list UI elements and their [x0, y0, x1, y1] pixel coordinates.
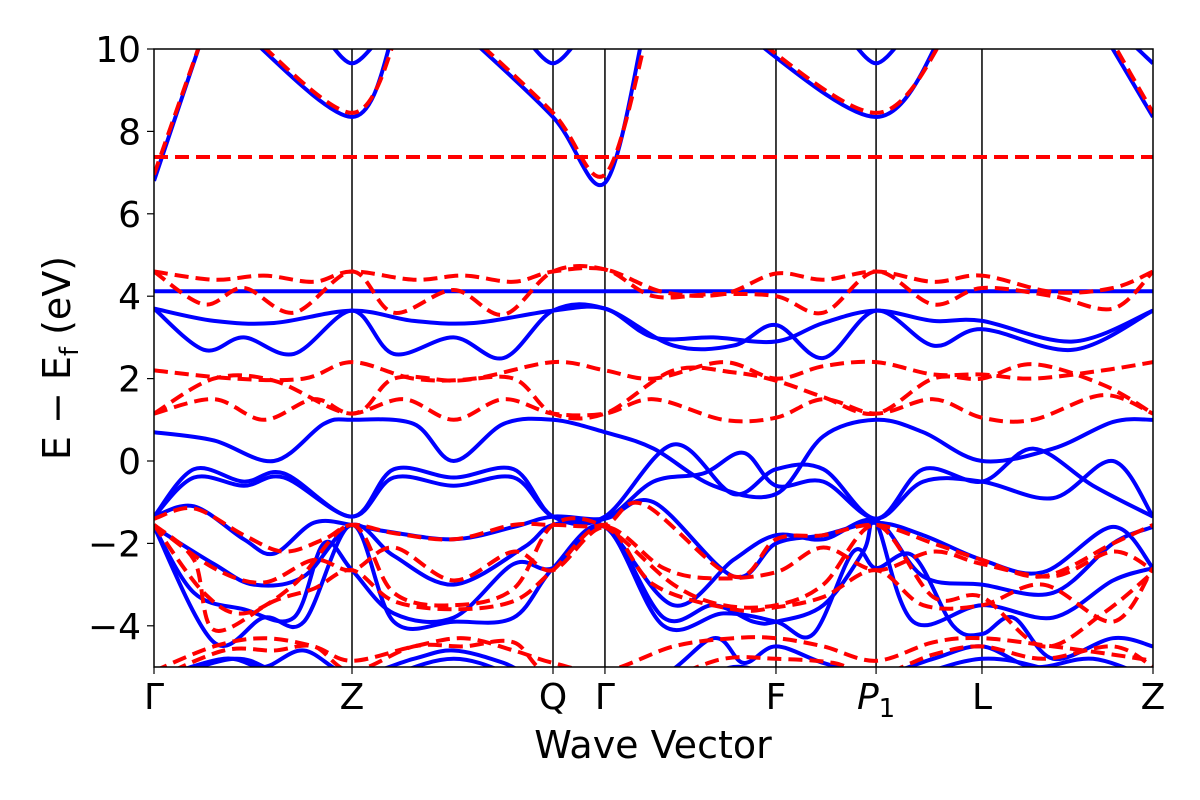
- x-tick-label: Z: [1141, 677, 1166, 718]
- band-line: [154, 302, 1153, 361]
- plot-frame: [153, 48, 1154, 668]
- x-axis-title: Wave Vector: [534, 723, 772, 767]
- x-tick-label-main: P: [857, 677, 879, 718]
- x-tick-label: Z: [340, 677, 365, 718]
- band-line: [154, 522, 1153, 662]
- y-tick-label: −4: [88, 607, 141, 648]
- y-tick-label: 4: [118, 277, 141, 318]
- band-line: [259, 49, 391, 119]
- band-line: [154, 362, 1153, 421]
- y-axis-title: E − Ef (eV): [35, 256, 85, 460]
- x-tick-label: F: [766, 677, 787, 718]
- band-line: [154, 265, 1153, 298]
- x-tick-label: L: [972, 677, 992, 718]
- x-tick-label: Q: [539, 677, 567, 718]
- y-tick-label: 8: [118, 112, 141, 153]
- band-line: [154, 49, 201, 176]
- y-axis-title-unit: (eV): [35, 256, 79, 347]
- band-line: [263, 49, 394, 115]
- band-line: [154, 516, 1153, 649]
- y-tick-label: 6: [118, 195, 141, 236]
- band-line: [154, 416, 1153, 500]
- x-tick-label-sub: 1: [879, 694, 896, 724]
- band-line: [154, 518, 1153, 628]
- y-tick-label: 0: [118, 442, 141, 483]
- y-tick-label: 2: [118, 360, 141, 401]
- band-line: [154, 264, 1153, 317]
- band-line: [154, 523, 1153, 585]
- band-line: [532, 49, 574, 66]
- x-tick-label: P1: [857, 677, 895, 724]
- band-line: [855, 49, 897, 66]
- x-axis-ticks: Γ Z Q Γ F P1 L Z: [144, 667, 1165, 724]
- band-line: [332, 49, 374, 66]
- y-axis-title-sub: f: [55, 346, 85, 356]
- y-axis-ticks: −4 −2 0 2 4 6 8 10: [88, 30, 154, 648]
- x-tick-label: Γ: [595, 677, 615, 718]
- y-axis-title-main: E − E: [35, 356, 79, 460]
- band-line: [766, 49, 940, 115]
- band-line: [154, 359, 1153, 383]
- y-tick-label: −2: [88, 524, 141, 565]
- series-spin-down: [154, 49, 1153, 667]
- x-tick-label: Γ: [144, 677, 164, 718]
- band-line: [482, 49, 646, 179]
- band-line: [1110, 49, 1153, 119]
- band-curves: [154, 49, 1153, 667]
- band-line: [193, 656, 1046, 667]
- band-line: [154, 500, 1153, 579]
- band-line: [154, 450, 1153, 525]
- band-line: [154, 393, 1153, 424]
- band-line: [176, 638, 1153, 667]
- band-line: [1114, 49, 1153, 114]
- y-tick-label: 10: [95, 30, 141, 71]
- band-line: [1134, 49, 1153, 65]
